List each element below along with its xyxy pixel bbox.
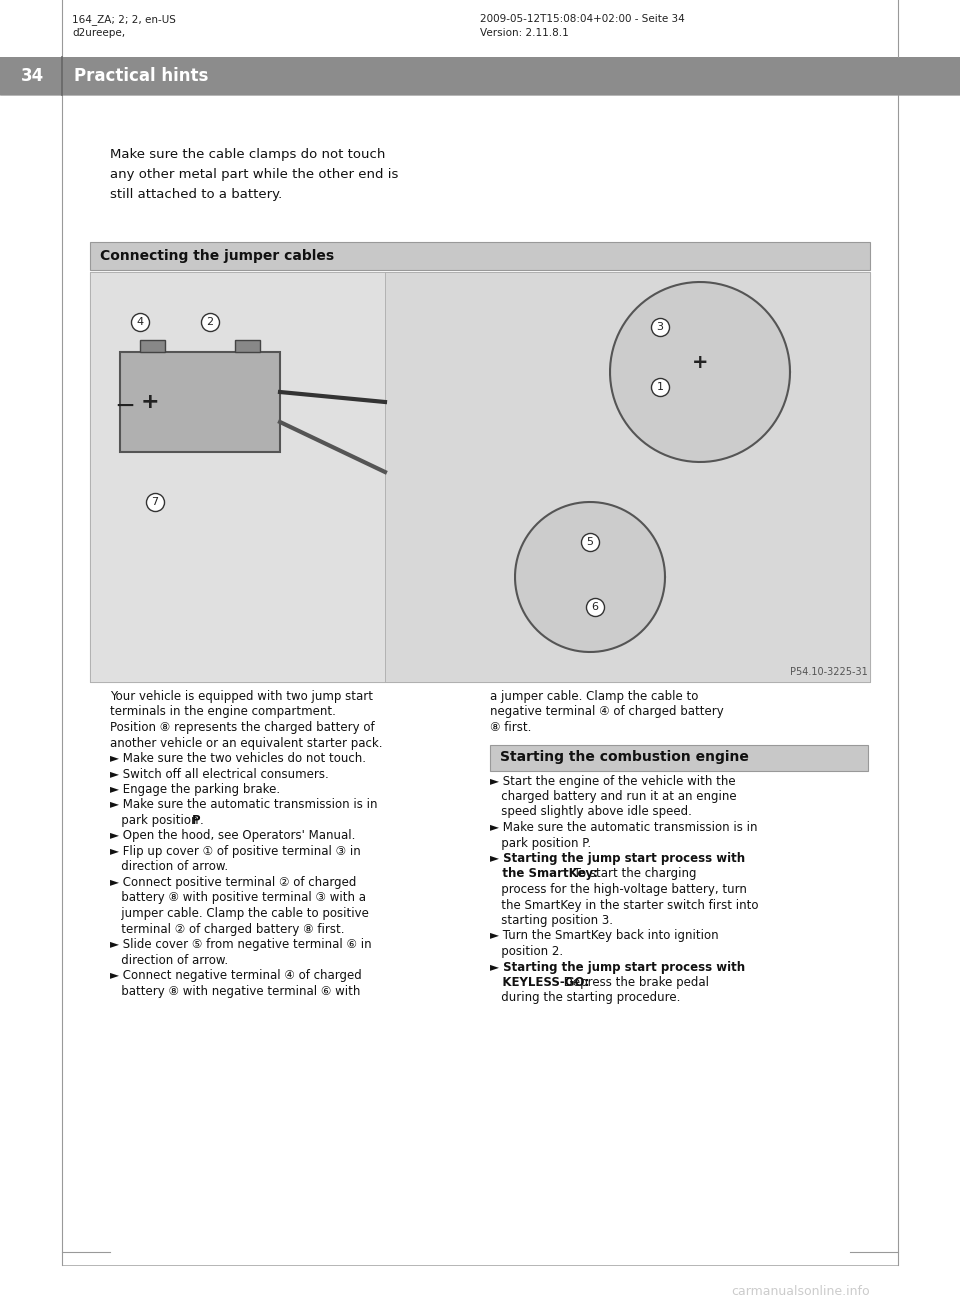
Text: 2: 2 — [206, 316, 213, 327]
Text: To start the charging: To start the charging — [570, 867, 697, 880]
Text: 3: 3 — [657, 322, 663, 332]
Bar — [0, 57, 960, 95]
Bar — [140, 340, 165, 352]
Text: carmanualsonline.info: carmanualsonline.info — [732, 1285, 870, 1298]
Text: terminal ② of charged battery ⑧ first.: terminal ② of charged battery ⑧ first. — [110, 923, 345, 936]
Text: ► Make sure the two vehicles do not touch.: ► Make sure the two vehicles do not touc… — [110, 753, 366, 766]
Text: direction of arrow.: direction of arrow. — [110, 861, 228, 874]
Bar — [235, 340, 260, 352]
Bar — [90, 242, 870, 270]
Text: the SmartKey in the starter switch first into: the SmartKey in the starter switch first… — [490, 898, 758, 911]
Text: 1: 1 — [657, 381, 663, 392]
Text: still attached to a battery.: still attached to a battery. — [110, 187, 282, 201]
Text: position 2.: position 2. — [490, 945, 564, 958]
Text: ⑧ first.: ⑧ first. — [490, 721, 532, 734]
Text: 7: 7 — [152, 497, 158, 506]
Text: battery ⑧ with negative terminal ⑥ with: battery ⑧ with negative terminal ⑥ with — [110, 984, 360, 997]
Text: 4: 4 — [136, 316, 144, 327]
Bar — [385, 272, 870, 682]
Text: +: + — [692, 353, 708, 371]
Bar — [490, 745, 868, 771]
Text: ► Connect negative terminal ④ of charged: ► Connect negative terminal ④ of charged — [110, 969, 362, 982]
Text: ► Engage the parking brake.: ► Engage the parking brake. — [110, 783, 280, 796]
Text: ► Switch off all electrical consumers.: ► Switch off all electrical consumers. — [110, 767, 328, 780]
Text: charged battery and run it at an engine: charged battery and run it at an engine — [490, 790, 736, 803]
Text: during the starting procedure.: during the starting procedure. — [490, 992, 681, 1005]
Text: the SmartKey:: the SmartKey: — [490, 867, 598, 880]
Text: any other metal part while the other end is: any other metal part while the other end… — [110, 168, 398, 181]
Text: 164_ZA; 2; 2, en-US: 164_ZA; 2; 2, en-US — [72, 14, 176, 25]
Text: jumper cable. Clamp the cable to positive: jumper cable. Clamp the cable to positiv… — [110, 907, 369, 921]
Text: 6: 6 — [591, 602, 598, 612]
Text: P: P — [192, 814, 201, 827]
Text: park position: park position — [110, 814, 203, 827]
Text: ► Connect positive terminal ② of charged: ► Connect positive terminal ② of charged — [110, 876, 356, 889]
Text: .: . — [200, 814, 204, 827]
Text: ► Starting the jump start process with: ► Starting the jump start process with — [490, 961, 745, 974]
Text: d2ureepe,: d2ureepe, — [72, 29, 125, 38]
Bar — [90, 272, 870, 682]
Polygon shape — [515, 503, 665, 652]
Text: Practical hints: Practical hints — [74, 66, 208, 85]
Text: direction of arrow.: direction of arrow. — [110, 953, 228, 966]
Text: starting position 3.: starting position 3. — [490, 914, 613, 927]
Text: ► Make sure the automatic transmission is in: ► Make sure the automatic transmission i… — [490, 822, 757, 835]
Text: a jumper cable. Clamp the cable to: a jumper cable. Clamp the cable to — [490, 690, 698, 703]
Text: negative terminal ④ of charged battery: negative terminal ④ of charged battery — [490, 706, 724, 719]
Text: terminals in the engine compartment.: terminals in the engine compartment. — [110, 706, 336, 719]
Text: speed slightly above idle speed.: speed slightly above idle speed. — [490, 806, 692, 819]
Text: Starting the combustion engine: Starting the combustion engine — [500, 750, 749, 764]
Text: 5: 5 — [587, 536, 593, 547]
Text: Your vehicle is equipped with two jump start: Your vehicle is equipped with two jump s… — [110, 690, 373, 703]
Text: ► Turn the SmartKey back into ignition: ► Turn the SmartKey back into ignition — [490, 930, 719, 943]
Text: 2009-05-12T15:08:04+02:00 - Seite 34: 2009-05-12T15:08:04+02:00 - Seite 34 — [480, 14, 684, 23]
Bar — [90, 272, 385, 682]
Text: KEYLESS-GO:: KEYLESS-GO: — [490, 976, 589, 990]
Text: ► Open the hood, see Operators' Manual.: ► Open the hood, see Operators' Manual. — [110, 829, 355, 842]
Text: ─: ─ — [117, 395, 132, 419]
Text: battery ⑧ with positive terminal ③ with a: battery ⑧ with positive terminal ③ with … — [110, 892, 366, 905]
Text: Version: 2.11.8.1: Version: 2.11.8.1 — [480, 29, 568, 38]
Text: 34: 34 — [20, 66, 43, 85]
Text: another vehicle or an equivalent starter pack.: another vehicle or an equivalent starter… — [110, 737, 382, 750]
Text: Make sure the cable clamps do not touch: Make sure the cable clamps do not touch — [110, 148, 385, 161]
Text: park position P.: park position P. — [490, 836, 591, 849]
Text: ► Flip up cover ① of positive terminal ③ in: ► Flip up cover ① of positive terminal ③… — [110, 845, 361, 858]
Text: ► Slide cover ⑤ from negative terminal ⑥ in: ► Slide cover ⑤ from negative terminal ⑥… — [110, 937, 372, 950]
Text: Depress the brake pedal: Depress the brake pedal — [560, 976, 709, 990]
Bar — [0, 0, 960, 57]
Text: process for the high-voltage battery, turn: process for the high-voltage battery, tu… — [490, 883, 747, 896]
Text: Connecting the jumper cables: Connecting the jumper cables — [100, 249, 334, 263]
Text: P54.10-3225-31: P54.10-3225-31 — [790, 667, 868, 677]
Text: ► Start the engine of the vehicle with the: ► Start the engine of the vehicle with t… — [490, 775, 735, 788]
Polygon shape — [610, 283, 790, 462]
Text: +: + — [141, 392, 159, 411]
Text: ► Starting the jump start process with: ► Starting the jump start process with — [490, 852, 745, 865]
Text: ► Make sure the automatic transmission is in: ► Make sure the automatic transmission i… — [110, 798, 377, 811]
Bar — [120, 352, 280, 452]
Text: Position ⑧ represents the charged battery of: Position ⑧ represents the charged batter… — [110, 721, 374, 734]
